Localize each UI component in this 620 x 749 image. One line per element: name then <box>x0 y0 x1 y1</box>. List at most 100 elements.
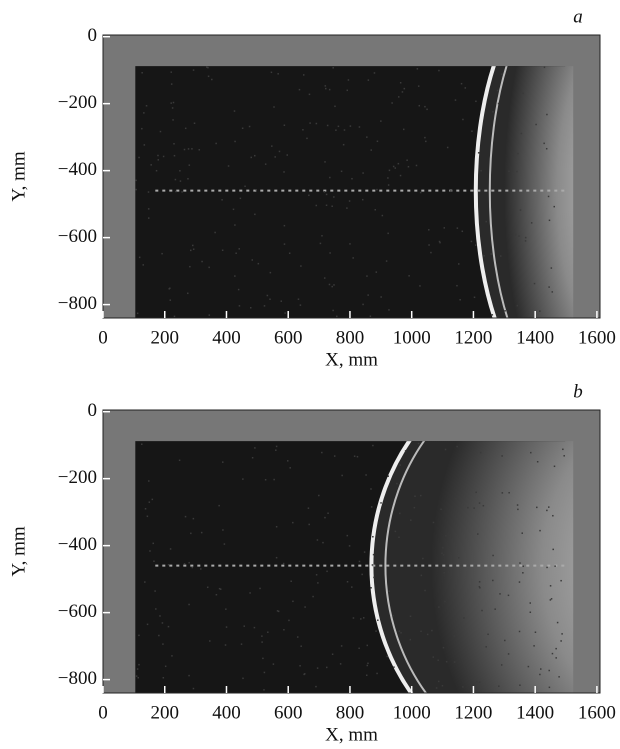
speckle <box>346 207 348 209</box>
speckle <box>207 66 209 69</box>
speckle <box>492 579 494 582</box>
speckle <box>316 667 319 669</box>
speckle <box>478 581 481 583</box>
speckle <box>318 494 320 497</box>
speckle <box>442 547 444 549</box>
speckle <box>508 491 510 494</box>
speckle <box>546 509 548 512</box>
speckle <box>336 315 338 318</box>
speckle <box>462 686 464 688</box>
speckle <box>348 200 351 202</box>
speckle <box>419 285 421 287</box>
speckle <box>473 296 476 299</box>
speckle <box>381 214 384 217</box>
speckle <box>149 550 151 552</box>
speckle <box>387 232 389 235</box>
speckle <box>362 617 365 619</box>
speckle <box>475 491 477 494</box>
speckle <box>167 563 170 566</box>
speckle <box>464 87 467 89</box>
speckle <box>453 661 456 663</box>
y-tick-label: 0 <box>88 400 98 421</box>
speckle <box>168 288 170 290</box>
speckle <box>300 265 302 267</box>
speckle <box>135 188 137 191</box>
y-tick-label: −400 <box>58 159 97 180</box>
speckle <box>470 240 473 243</box>
speckle <box>519 209 522 211</box>
speckle <box>539 673 541 676</box>
speckle <box>397 162 400 165</box>
speckle <box>192 687 195 690</box>
y-tick-label: −200 <box>58 467 97 488</box>
speckle <box>215 593 218 596</box>
y-tick-label: 0 <box>88 25 98 46</box>
speckle <box>424 136 426 139</box>
speckle <box>443 227 446 229</box>
speckle <box>257 262 260 265</box>
speckle <box>460 82 463 85</box>
speckle <box>234 224 236 226</box>
speckle <box>386 655 388 658</box>
speckle <box>335 129 337 131</box>
speckle <box>234 275 236 277</box>
speckle <box>524 240 527 242</box>
speckle <box>560 640 562 642</box>
speckle <box>263 305 266 307</box>
speckle <box>561 633 563 635</box>
speckle <box>201 260 203 263</box>
speckle <box>261 641 263 643</box>
speckle <box>492 554 494 557</box>
speckle <box>501 492 504 494</box>
speckle <box>398 630 401 632</box>
speckle <box>235 252 237 254</box>
speckle <box>529 602 532 604</box>
speckle <box>334 105 336 108</box>
speckle <box>222 529 224 531</box>
speckle <box>238 248 240 250</box>
speckle <box>428 244 430 246</box>
speckle <box>148 501 151 503</box>
speckle <box>189 265 191 268</box>
speckle <box>352 257 354 259</box>
speckle <box>462 118 464 121</box>
speckle <box>366 644 369 647</box>
speckle <box>376 672 378 675</box>
x-tick-label: 1600 <box>578 327 616 348</box>
speckle <box>426 633 429 636</box>
speckle <box>207 75 210 78</box>
speckle <box>333 196 335 198</box>
speckle <box>248 125 251 128</box>
speckle <box>292 521 294 524</box>
y-tick-label: −800 <box>58 293 97 314</box>
speckle <box>326 570 328 573</box>
speckle <box>271 145 273 147</box>
speckle <box>549 599 552 601</box>
speckle <box>190 249 192 252</box>
speckle <box>370 506 373 508</box>
speckle <box>399 174 402 177</box>
speckle <box>438 606 440 608</box>
speckle <box>370 149 372 151</box>
speckle <box>343 129 346 131</box>
speckle <box>399 81 402 84</box>
speckle <box>373 576 375 579</box>
speckle <box>361 573 363 576</box>
speckle <box>536 461 539 463</box>
speckle <box>150 164 152 166</box>
speckle <box>187 148 190 150</box>
speckle <box>479 587 481 589</box>
speckle <box>154 590 156 592</box>
speckle <box>283 243 286 245</box>
plot-border <box>102 409 601 694</box>
photo-content <box>135 441 574 693</box>
speckle <box>242 677 244 680</box>
speckle <box>536 506 538 509</box>
speckle <box>169 548 172 550</box>
speckle <box>454 99 457 101</box>
speckle <box>543 66 546 69</box>
speckle <box>145 105 148 107</box>
speckle <box>178 459 181 462</box>
speckle <box>346 89 349 92</box>
speckle <box>188 561 190 564</box>
